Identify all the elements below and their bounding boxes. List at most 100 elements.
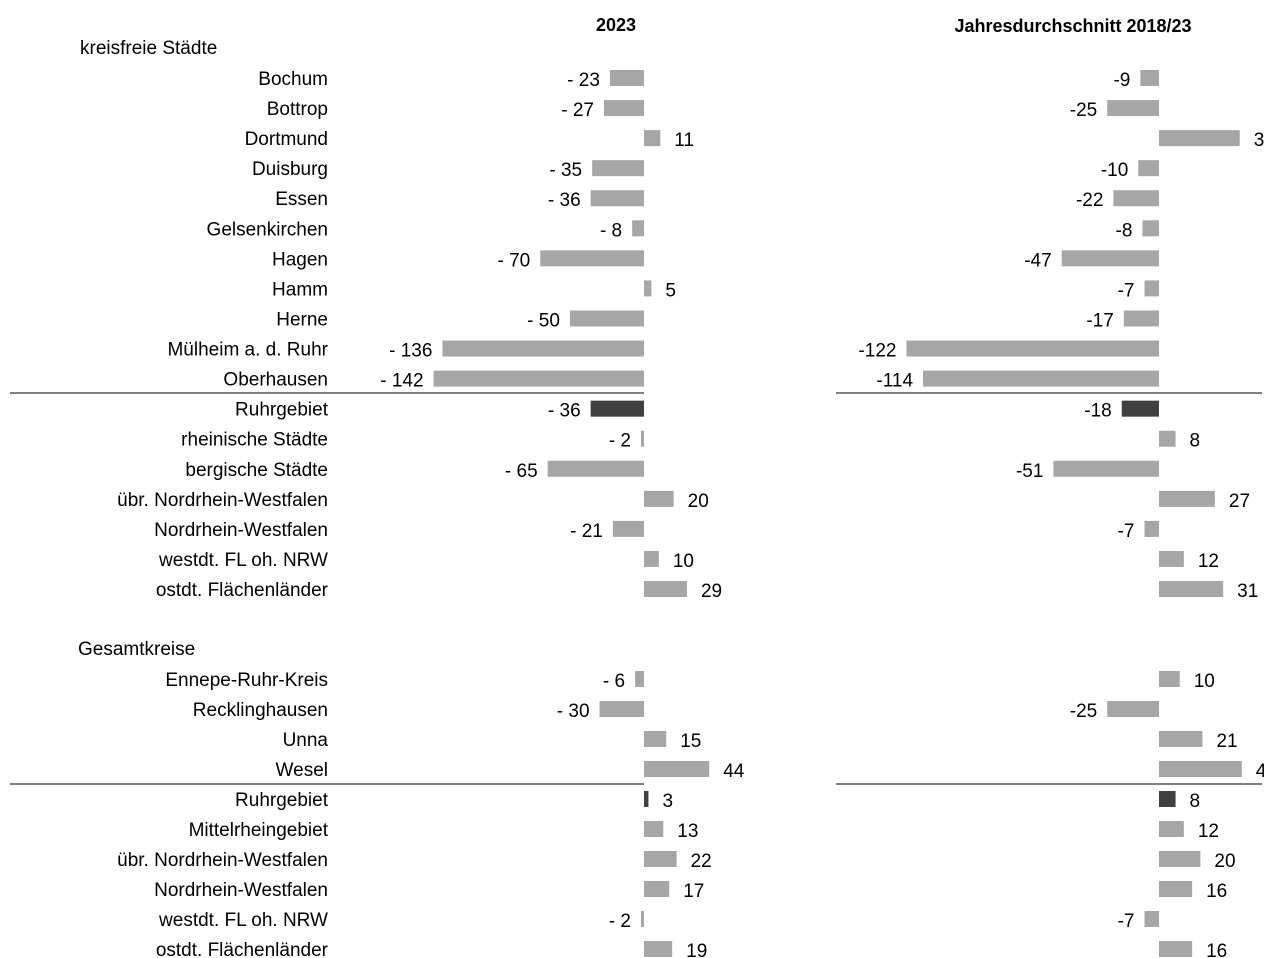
row-label-bottrop: Bottrop [267, 99, 328, 120]
bar-2023-oberhausen [433, 370, 644, 387]
bar-2023-gelsenkirchen [632, 220, 644, 237]
bar-average-gelsenkirchen [1142, 220, 1159, 237]
value-label-2023-gelsenkirchen: - 8 [600, 220, 622, 241]
bar-2023-recklinghausen [599, 701, 644, 717]
value-label-2023-herne: - 50 [527, 310, 560, 331]
bar-2023-unna [644, 731, 667, 747]
section-title-kreisfreie-staedte: kreisfreie Städte [80, 38, 217, 59]
row-label-oberhausen: Oberhausen [223, 370, 328, 391]
bar-2023-duisburg [592, 160, 644, 177]
row-label-übr-nordrhein-westfalen: übr. Nordrhein-Westfalen [117, 490, 328, 511]
row-label-herne: Herne [276, 309, 328, 330]
value-label-average-herne: -17 [1086, 310, 1113, 331]
value-label-2023-bottrop: - 27 [561, 100, 594, 121]
bar-average-unna [1159, 731, 1203, 747]
row-label-ruhrgebiet: Ruhrgebiet [235, 400, 329, 421]
row-label-rheinische-städte: rheinische Städte [181, 430, 328, 451]
value-label-2023-mülheim-a-d-ruhr: - 136 [389, 341, 432, 362]
row-label-westdt-fl-oh-nrw: westdt. FL oh. NRW [158, 550, 328, 571]
bar-average-ostdt-flächenländer [1159, 581, 1224, 598]
bar-2023-herne [569, 310, 644, 327]
row-label-nordrhein-westfalen: Nordrhein-Westfalen [154, 520, 328, 541]
value-label-average-mittelrheingebiet: 12 [1198, 821, 1219, 842]
bar-average-westdt-fl-oh-nrw [1144, 911, 1159, 927]
bar-2023-ostdt-flächenländer [644, 941, 673, 957]
value-label-2023-ruhrgebiet: - 36 [548, 401, 581, 422]
value-label-average-bochum: -9 [1113, 70, 1130, 91]
row-label-mittelrheingebiet: Mittelrheingebiet [189, 820, 329, 841]
value-label-average-rheinische-städte: 8 [1190, 431, 1201, 452]
value-label-2023-westdt-fl-oh-nrw: 10 [673, 551, 694, 572]
row-label-ostdt-flächenländer: ostdt. Flächenländer [156, 940, 329, 958]
value-label-2023-unna: 15 [680, 731, 701, 752]
value-label-average-übr-nordrhein-westfalen: 20 [1214, 851, 1235, 872]
value-label-2023-oberhausen: - 142 [380, 371, 423, 392]
bar-2023-dortmund [644, 130, 661, 147]
value-label-2023-bergische-städte: - 65 [505, 461, 538, 482]
value-label-2023-hamm: 5 [665, 280, 676, 301]
section-title-gesamtkreise: Gesamtkreise [78, 639, 195, 660]
value-label-average-ennepe-ruhr-kreis: 10 [1194, 671, 1215, 692]
bar-average-oberhausen [923, 370, 1159, 387]
bar-average-nordrhein-westfalen [1144, 520, 1159, 537]
value-label-2023-hagen: - 70 [498, 250, 531, 271]
value-label-2023-übr-nordrhein-westfalen: 22 [691, 851, 712, 872]
row-label-gelsenkirchen: Gelsenkirchen [207, 219, 328, 240]
value-label-average-essen: -22 [1076, 190, 1103, 211]
bar-average-mittelrheingebiet [1159, 821, 1184, 837]
value-label-average-ostdt-flächenländer: 16 [1206, 941, 1227, 958]
value-label-average-unna: 21 [1216, 731, 1237, 752]
bar-average-bochum [1140, 70, 1159, 86]
bar-2023-hamm [644, 280, 652, 297]
bar-2023-ennepe-ruhr-kreis [635, 671, 644, 687]
column-title-average-2018-23: Jahresdurchschnitt 2018/23 [954, 16, 1191, 36]
bar-average-wesel [1159, 761, 1242, 777]
bar-2023-übr-nordrhein-westfalen [644, 851, 677, 867]
value-label-average-duisburg: -10 [1101, 160, 1128, 181]
bar-average-ruhrgebiet [1121, 400, 1159, 417]
bar-average-essen [1113, 190, 1159, 207]
row-label-unna: Unna [283, 730, 329, 751]
value-label-average-dortmund: 39 [1254, 130, 1264, 151]
bar-2023-rheinische-städte [641, 430, 644, 447]
value-label-2023-ostdt-flächenländer: 19 [686, 941, 707, 958]
row-label-westdt-fl-oh-nrw: westdt. FL oh. NRW [158, 910, 328, 931]
bar-2023-bergische-städte [547, 460, 644, 477]
value-label-average-nordrhein-westfalen: 16 [1206, 881, 1227, 902]
value-label-2023-essen: - 36 [548, 190, 581, 211]
value-label-average-bergische-städte: -51 [1016, 461, 1043, 482]
bar-average-rheinische-städte [1159, 430, 1176, 447]
value-label-average-oberhausen: -114 [876, 371, 913, 392]
value-label-average-mülheim-a-d-ruhr: -122 [858, 341, 896, 362]
bar-2023-bochum [609, 70, 644, 86]
bar-average-übr-nordrhein-westfalen [1159, 490, 1215, 507]
bar-average-bottrop [1107, 100, 1159, 117]
value-label-2023-wesel: 44 [723, 761, 745, 782]
row-label-bochum: Bochum [258, 69, 328, 90]
bar-average-hagen [1061, 250, 1159, 267]
row-label-essen: Essen [275, 189, 328, 210]
bar-average-nordrhein-westfalen [1159, 881, 1193, 897]
row-label-ennepe-ruhr-kreis: Ennepe-Ruhr-Kreis [165, 670, 328, 691]
bar-average-herne [1123, 310, 1159, 327]
row-label-nordrhein-westfalen: Nordrhein-Westfalen [154, 880, 328, 901]
value-label-average-ruhrgebiet: 8 [1190, 791, 1201, 812]
row-label-hamm: Hamm [272, 279, 328, 300]
row-label-wesel: Wesel [276, 760, 328, 781]
row-label-bergische-städte: bergische Städte [185, 460, 328, 481]
bar-average-westdt-fl-oh-nrw [1159, 550, 1184, 567]
value-label-average-ruhrgebiet: -18 [1084, 401, 1111, 422]
value-label-2023-übr-nordrhein-westfalen: 20 [688, 491, 709, 512]
value-label-2023-ruhrgebiet: 3 [662, 791, 673, 812]
value-label-average-übr-nordrhein-westfalen: 27 [1229, 491, 1250, 512]
bar-2023-westdt-fl-oh-nrw [641, 911, 644, 927]
bar-average-ruhrgebiet [1159, 791, 1176, 807]
value-label-average-ostdt-flächenländer: 31 [1237, 581, 1258, 602]
value-label-2023-ennepe-ruhr-kreis: - 6 [603, 671, 625, 692]
value-label-average-gelsenkirchen: -8 [1116, 220, 1133, 241]
column-title-2023: 2023 [596, 15, 636, 35]
bar-2023-nordrhein-westfalen [644, 881, 670, 897]
bar-2023-mittelrheingebiet [644, 821, 664, 837]
bar-2023-ruhrgebiet [590, 400, 644, 417]
